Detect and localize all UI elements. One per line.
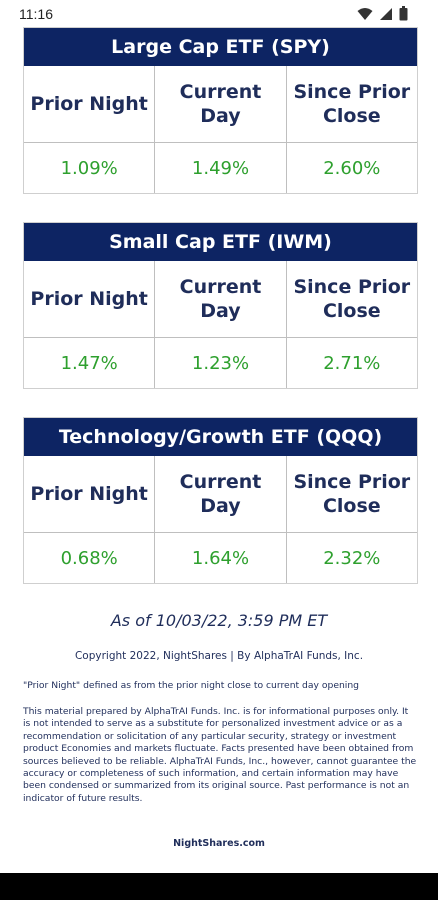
column-header-current-day: Current Day (154, 66, 285, 142)
value-prior-night: 1.09% (60, 157, 118, 179)
value-prior-night: 1.47% (60, 352, 118, 374)
etf-card-spy: Large Cap ETF (SPY) Prior Night Current … (23, 27, 418, 194)
value-since-prior-close: 2.71% (285, 338, 417, 388)
column-header-prior-night: Prior Night (30, 483, 148, 505)
column-header-prior-night: Prior Night (30, 288, 148, 310)
battery-icon (399, 6, 408, 21)
etf-title: Small Cap ETF (IWM) (24, 223, 417, 261)
column-header-since-prior-close: Since Prior Close (285, 261, 417, 337)
column-header-since-prior-close: Since Prior Close (285, 456, 417, 532)
cellular-signal-icon (379, 7, 393, 21)
etf-header-row: Prior Night Current Day Since Prior Clos… (24, 261, 417, 338)
wifi-icon (357, 7, 373, 21)
etf-value-row: 0.68% 1.64% 2.32% (24, 533, 417, 583)
etf-card-iwm: Small Cap ETF (IWM) Prior Night Current … (23, 222, 418, 389)
etf-title: Large Cap ETF (SPY) (24, 28, 417, 66)
column-header-since-prior-close: Since Prior Close (285, 66, 417, 142)
website-link[interactable]: NightShares.com (173, 838, 265, 849)
disclaimer-text: This material prepared by AlphaTrAI Fund… (23, 706, 417, 804)
etf-value-row: 1.47% 1.23% 2.71% (24, 338, 417, 388)
column-header-prior-night: Prior Night (30, 93, 148, 115)
etf-title: Technology/Growth ETF (QQQ) (24, 418, 417, 456)
value-current-day: 1.23% (154, 338, 285, 388)
status-icons (357, 6, 408, 21)
prior-night-definition: "Prior Night" defined as from the prior … (23, 680, 359, 691)
etf-header-row: Prior Night Current Day Since Prior Clos… (24, 456, 417, 533)
navigation-bar (0, 873, 438, 900)
value-prior-night: 0.68% (60, 547, 118, 569)
as-of-timestamp: As of 10/03/22, 3:59 PM ET (110, 611, 328, 630)
column-header-current-day: Current Day (154, 456, 285, 532)
status-time: 11:16 (19, 6, 53, 22)
status-bar: 11:16 (0, 0, 438, 30)
column-header-current-day: Current Day (154, 261, 285, 337)
value-current-day: 1.49% (154, 143, 285, 193)
etf-value-row: 1.09% 1.49% 2.60% (24, 143, 417, 193)
etf-header-row: Prior Night Current Day Since Prior Clos… (24, 66, 417, 143)
etf-card-qqq: Technology/Growth ETF (QQQ) Prior Night … (23, 417, 418, 584)
value-since-prior-close: 2.32% (285, 533, 417, 583)
value-current-day: 1.64% (154, 533, 285, 583)
copyright-text: Copyright 2022, NightShares | By AlphaTr… (74, 650, 364, 662)
value-since-prior-close: 2.60% (285, 143, 417, 193)
